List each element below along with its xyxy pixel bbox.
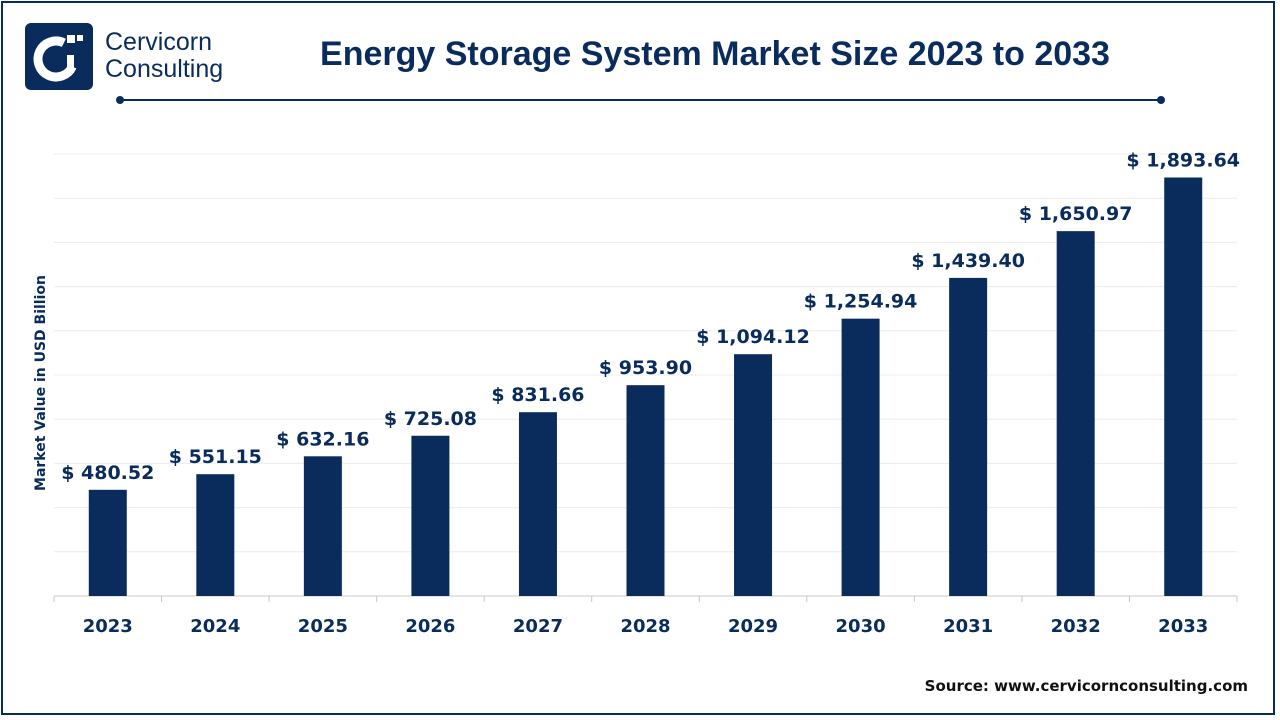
x-tick-label-2032: 2032 bbox=[1051, 616, 1101, 637]
bar-2024 bbox=[196, 474, 235, 596]
bar-2027 bbox=[518, 412, 557, 596]
data-label-2027: $ 831.66 bbox=[491, 384, 584, 406]
brand-name: Cervicorn Consulting bbox=[105, 29, 223, 83]
source-label: Source: bbox=[924, 677, 989, 695]
x-tick-label-2033: 2033 bbox=[1158, 616, 1208, 637]
bar-2031 bbox=[949, 277, 988, 596]
bar-2025 bbox=[303, 456, 342, 596]
brand-name-line2: Consulting bbox=[105, 55, 224, 83]
x-tick-label-2031: 2031 bbox=[943, 616, 993, 637]
data-label-2028: $ 953.90 bbox=[599, 357, 692, 379]
data-label-2024: $ 551.15 bbox=[169, 446, 262, 468]
x-tick-label-2026: 2026 bbox=[405, 616, 455, 637]
bar-2032 bbox=[1056, 231, 1095, 597]
data-label-2029: $ 1,094.12 bbox=[696, 326, 810, 348]
x-tick-label-2023: 2023 bbox=[83, 616, 133, 637]
cervicorn-logo-icon bbox=[25, 23, 93, 90]
bar-2033 bbox=[1164, 177, 1203, 596]
data-label-2025: $ 632.16 bbox=[276, 428, 369, 450]
data-label-2032: $ 1,650.97 bbox=[1019, 203, 1133, 225]
data-label-2023: $ 480.52 bbox=[61, 462, 154, 484]
data-label-2026: $ 725.08 bbox=[384, 408, 477, 430]
data-label-2033: $ 1,893.64 bbox=[1126, 150, 1240, 172]
source-url[interactable]: www.cervicornconsulting.com bbox=[994, 677, 1248, 695]
data-label-2030: $ 1,254.94 bbox=[804, 291, 918, 313]
bar-2029 bbox=[734, 354, 773, 596]
bar-2030 bbox=[841, 318, 880, 596]
x-tick-label-2028: 2028 bbox=[620, 616, 670, 637]
x-tick-label-2024: 2024 bbox=[190, 616, 240, 637]
brand-logo[interactable]: Cervicorn Consulting bbox=[25, 23, 255, 91]
x-tick-label-2025: 2025 bbox=[298, 616, 348, 637]
x-tick-label-2030: 2030 bbox=[836, 616, 886, 637]
x-tick-label-2027: 2027 bbox=[513, 616, 563, 637]
bar-2026 bbox=[411, 435, 450, 596]
chart-title: Energy Storage System Market Size 2023 t… bbox=[320, 35, 1110, 73]
x-tick-label-2029: 2029 bbox=[728, 616, 778, 637]
bar-2028 bbox=[626, 385, 665, 596]
data-label-2031: $ 1,439.40 bbox=[911, 250, 1025, 272]
bar-2023 bbox=[88, 489, 127, 596]
brand-name-line1: Cervicorn bbox=[105, 28, 212, 56]
title-underline bbox=[116, 96, 1165, 104]
source-note: Source: www.cervicornconsulting.com bbox=[925, 677, 1248, 695]
